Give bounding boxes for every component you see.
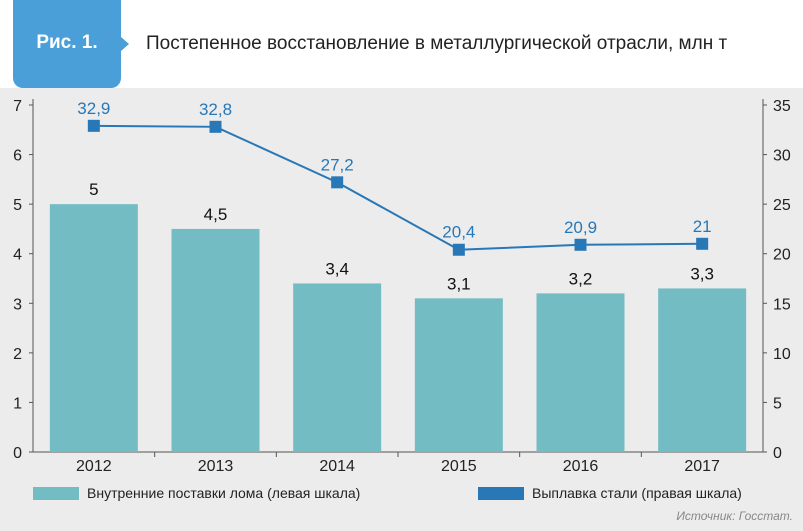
left-tick-label: 4 bbox=[13, 247, 22, 264]
right-tick-label: 35 bbox=[773, 98, 791, 115]
x-tick-label: 2017 bbox=[684, 458, 720, 475]
line-point bbox=[331, 176, 344, 189]
bar bbox=[414, 298, 503, 452]
x-tick-label: 2013 bbox=[198, 458, 234, 475]
left-tick-label: 1 bbox=[13, 395, 22, 412]
bar bbox=[658, 288, 747, 452]
line-series bbox=[93, 124, 703, 251]
line-point bbox=[574, 238, 587, 251]
line-point bbox=[87, 119, 100, 132]
line-data-label: 20,9 bbox=[564, 218, 597, 237]
bar-data-label: 4,5 bbox=[204, 205, 228, 224]
left-tick-label: 3 bbox=[13, 296, 22, 313]
x-tick-label: 2016 bbox=[563, 458, 599, 475]
bar-data-label: 3,1 bbox=[447, 274, 471, 293]
figure-badge: Рис. 1. bbox=[13, 0, 121, 88]
bar bbox=[171, 228, 260, 452]
x-tick-label: 2012 bbox=[76, 458, 112, 475]
legend-label-line: Выплавка стали (правая шкала) bbox=[532, 485, 742, 501]
line-data-label: 27,2 bbox=[321, 155, 354, 174]
bar-data-label: 3,3 bbox=[690, 264, 714, 283]
bar-data-label: 3,2 bbox=[569, 269, 593, 288]
legend-item-bars: Внутренние поставки лома (левая шкала) bbox=[33, 483, 360, 503]
bar bbox=[49, 204, 138, 452]
right-tick-label: 15 bbox=[773, 296, 791, 313]
right-tick-label: 30 bbox=[773, 148, 791, 165]
legend-swatch-line bbox=[478, 486, 524, 500]
legend-item-line: Выплавка стали (правая шкала) bbox=[478, 483, 742, 503]
right-tick-label: 5 bbox=[773, 395, 782, 412]
badge-arrow bbox=[121, 37, 129, 51]
right-tick-label: 20 bbox=[773, 247, 791, 264]
bar bbox=[536, 293, 625, 452]
left-tick-label: 6 bbox=[13, 148, 22, 165]
chart-header: Рис. 1. Постепенное восстановление в мет… bbox=[0, 0, 803, 88]
line-data-label: 32,8 bbox=[199, 100, 232, 119]
right-tick-label: 0 bbox=[773, 445, 782, 462]
figure-label: Рис. 1. bbox=[36, 32, 98, 53]
left-tick-label: 7 bbox=[13, 98, 22, 115]
line-point bbox=[209, 120, 222, 133]
left-tick-label: 5 bbox=[13, 197, 22, 214]
line-point bbox=[696, 237, 709, 250]
left-tick-label: 2 bbox=[13, 346, 22, 363]
x-tick-label: 2014 bbox=[319, 458, 355, 475]
right-tick-label: 25 bbox=[773, 197, 791, 214]
source-note: Источник: Госстат. bbox=[676, 509, 793, 523]
x-tick-label: 2015 bbox=[441, 458, 477, 475]
right-tick-label: 10 bbox=[773, 346, 791, 363]
line-data-label: 20,4 bbox=[442, 223, 475, 242]
bar bbox=[293, 283, 382, 452]
line-data-label: 32,9 bbox=[77, 99, 110, 118]
bar-data-label: 3,4 bbox=[325, 259, 349, 278]
line-data-label: 21 bbox=[693, 217, 712, 236]
chart-title: Постепенное восстановление в металлургич… bbox=[146, 33, 728, 54]
legend-label-bars: Внутренние поставки лома (левая шкала) bbox=[87, 485, 361, 501]
line-point bbox=[452, 243, 465, 256]
left-tick-label: 0 bbox=[13, 445, 22, 462]
bar-data-label: 5 bbox=[89, 180, 98, 199]
legend-swatch-bars bbox=[33, 486, 79, 500]
